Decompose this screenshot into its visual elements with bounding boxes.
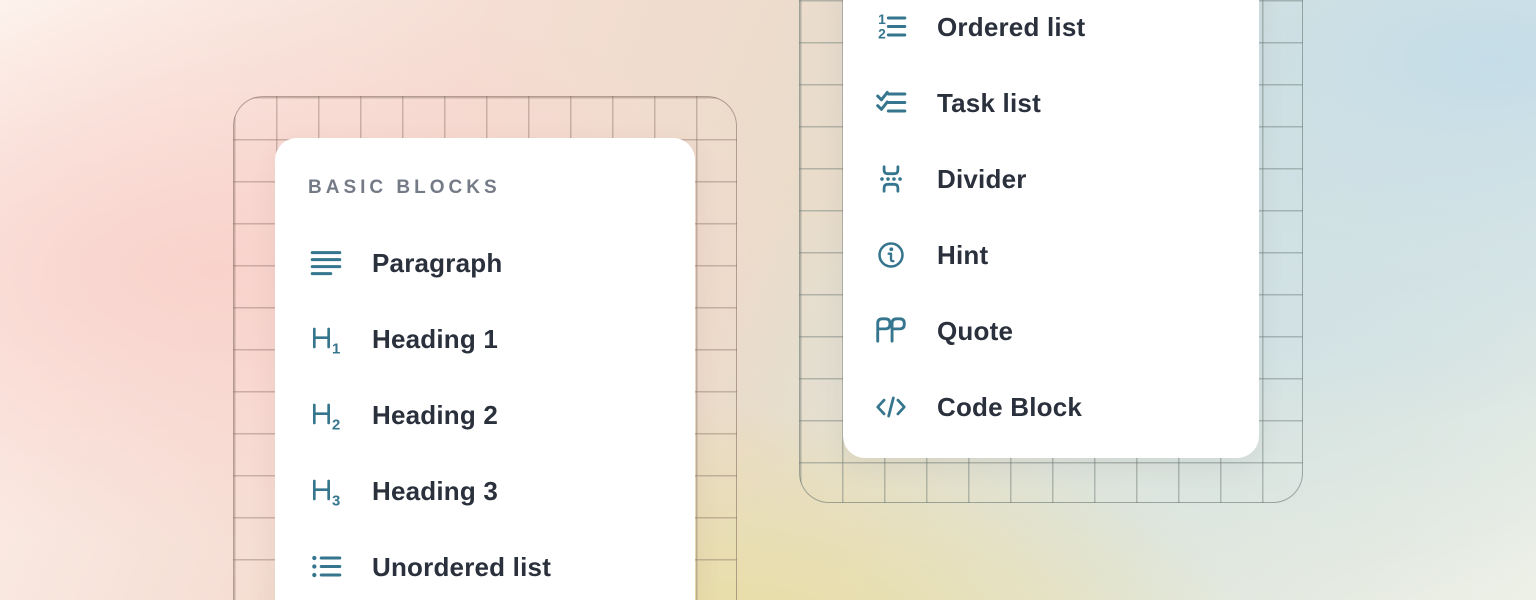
svg-text:3: 3 bbox=[332, 493, 340, 508]
menu-item-code-block[interactable]: Code Block bbox=[873, 369, 1259, 445]
menu-item-label: Heading 2 bbox=[372, 400, 499, 430]
menu-item-label: Code Block bbox=[937, 392, 1083, 422]
menu-item-hint[interactable]: Hint bbox=[873, 217, 1259, 293]
menu-item-task-list[interactable]: Task list bbox=[873, 65, 1259, 141]
basic-blocks-menu: BASIC BLOCKS Paragraph 1 Heading 1 bbox=[275, 138, 695, 600]
divider-icon bbox=[873, 161, 909, 197]
menu-item-unordered-list[interactable]: Unordered list bbox=[308, 529, 695, 600]
menu-item-label: Task list bbox=[937, 88, 1041, 118]
menu-item-label: Paragraph bbox=[372, 248, 503, 278]
menu-item-label: Quote bbox=[937, 316, 1014, 346]
menu-item-label: Unordered list bbox=[372, 552, 552, 582]
paragraph-icon bbox=[308, 245, 344, 281]
heading-2-icon: 2 bbox=[308, 397, 344, 433]
task-list-icon bbox=[873, 85, 909, 121]
menu-item-label: Hint bbox=[937, 240, 989, 270]
ordered-list-icon: 1 2 bbox=[873, 9, 909, 45]
quote-icon bbox=[873, 313, 909, 349]
svg-text:2: 2 bbox=[878, 26, 886, 42]
menu-item-ordered-list[interactable]: 1 2 Ordered list bbox=[873, 0, 1259, 65]
svg-text:1: 1 bbox=[878, 11, 886, 27]
svg-text:2: 2 bbox=[332, 417, 340, 432]
menu-item-label: Heading 1 bbox=[372, 324, 499, 354]
menu-item-quote[interactable]: Quote bbox=[873, 293, 1259, 369]
menu-item-label: Heading 3 bbox=[372, 476, 499, 506]
heading-3-icon: 3 bbox=[308, 473, 344, 509]
menu-item-heading-1[interactable]: 1 Heading 1 bbox=[308, 301, 695, 377]
menu-item-heading-2[interactable]: 2 Heading 2 bbox=[308, 377, 695, 453]
blocks-menu-continued: 1 2 Ordered list Task list bbox=[843, 0, 1259, 458]
basic-blocks-header: BASIC BLOCKS bbox=[308, 177, 501, 198]
svg-text:1: 1 bbox=[332, 341, 340, 356]
menu-item-paragraph[interactable]: Paragraph bbox=[308, 225, 695, 301]
heading-1-icon: 1 bbox=[308, 321, 344, 357]
hint-icon bbox=[873, 237, 909, 273]
menu-item-label: Divider bbox=[937, 164, 1027, 194]
menu-item-divider[interactable]: Divider bbox=[873, 141, 1259, 217]
menu-item-heading-3[interactable]: 3 Heading 3 bbox=[308, 453, 695, 529]
unordered-list-icon bbox=[308, 549, 344, 585]
code-block-icon bbox=[873, 389, 909, 425]
menu-item-label: Ordered list bbox=[937, 12, 1086, 42]
